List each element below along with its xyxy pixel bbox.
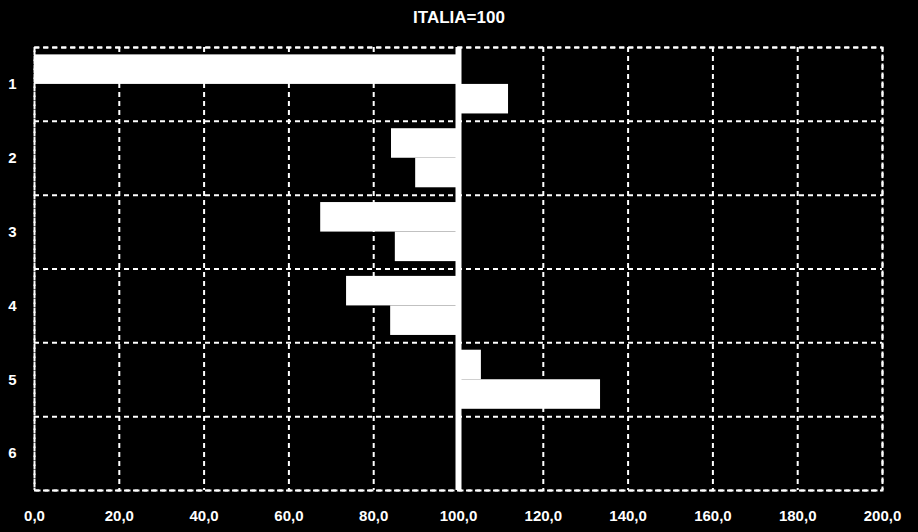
svg-text:20,0: 20,0 xyxy=(105,507,134,524)
svg-text:60,0: 60,0 xyxy=(274,507,303,524)
svg-text:120,0: 120,0 xyxy=(525,507,563,524)
svg-text:200,0: 200,0 xyxy=(864,507,902,524)
html-text:ITALIA=100: ITALIA=100 xyxy=(413,8,505,27)
svg-text:0,0: 0,0 xyxy=(24,507,45,524)
svg-text:2: 2 xyxy=(8,149,16,166)
svg-text:140,0: 140,0 xyxy=(609,507,647,524)
svg-text:5: 5 xyxy=(8,371,16,388)
svg-text:80,0: 80,0 xyxy=(359,507,388,524)
svg-text:100,0: 100,0 xyxy=(440,507,478,524)
svg-text:4: 4 xyxy=(8,297,17,314)
svg-text:1: 1 xyxy=(8,75,16,92)
svg-text:160,0: 160,0 xyxy=(694,507,732,524)
svg-text:6: 6 xyxy=(8,444,16,461)
svg-text:3: 3 xyxy=(8,223,16,240)
svg-text:40,0: 40,0 xyxy=(189,507,218,524)
svg-text:180,0: 180,0 xyxy=(779,507,817,524)
